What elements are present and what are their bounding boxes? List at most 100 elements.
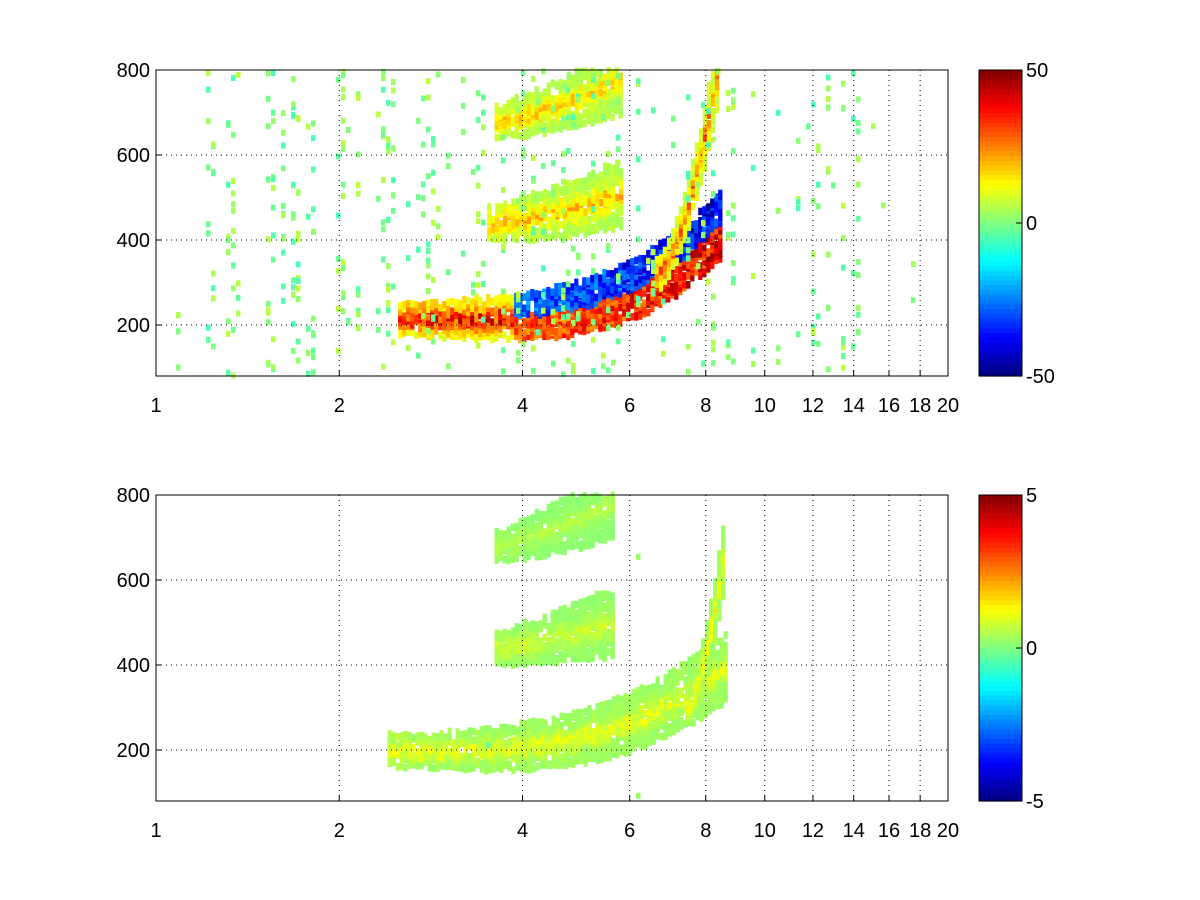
heatmap-cell <box>446 328 451 337</box>
heatmap-cell <box>678 242 684 250</box>
heatmap-cell <box>574 325 579 333</box>
heatmap-cell <box>571 114 576 121</box>
heatmap-cell <box>575 745 580 754</box>
heatmap-cell <box>507 737 512 745</box>
heatmap-cell <box>578 632 583 640</box>
heatmap-cell <box>550 609 555 618</box>
heatmap-cell <box>643 718 648 726</box>
heatmap-cell <box>514 654 519 662</box>
heatmap-cell <box>636 296 641 303</box>
colorbar-step <box>979 294 1022 301</box>
heatmap-cell <box>438 308 443 317</box>
heatmap-cell <box>594 643 599 652</box>
heatmap-cell <box>701 654 706 662</box>
heatmap-cell <box>419 761 424 770</box>
heatmap-cell <box>551 360 556 367</box>
heatmap-cell <box>715 657 720 665</box>
heatmap-cell <box>550 101 555 109</box>
heatmap-cell <box>706 124 712 132</box>
heatmap-cell <box>574 283 579 292</box>
colorbar-step <box>979 194 1022 200</box>
heatmap-cell <box>490 318 495 326</box>
heatmap-cell <box>574 74 579 82</box>
colorbar-step <box>979 352 1022 358</box>
heatmap-cell <box>526 310 531 318</box>
heatmap-cell <box>558 623 563 631</box>
heatmap-cell <box>639 731 644 739</box>
heatmap-cell <box>271 232 276 239</box>
heatmap-cell <box>522 540 527 548</box>
colorbar-step <box>979 734 1022 740</box>
heatmap-cell <box>376 326 381 333</box>
heatmap-cell <box>531 217 536 226</box>
heatmap-cell <box>606 519 611 528</box>
heatmap-cell <box>599 749 604 758</box>
colorbar-step <box>979 786 1022 793</box>
heatmap-cell <box>561 151 566 158</box>
heatmap-cell <box>571 226 576 233</box>
heatmap-cell <box>694 250 699 258</box>
heatmap-cell <box>514 327 519 335</box>
heatmap-cell <box>495 755 500 763</box>
heatmap-cell <box>503 723 508 732</box>
heatmap-cell <box>710 125 716 134</box>
heatmap-cell <box>627 715 632 723</box>
heatmap-cell <box>558 521 563 530</box>
heatmap-cell <box>710 251 715 259</box>
heatmap-cell <box>519 719 524 727</box>
heatmap-cell <box>590 295 595 304</box>
heatmap-cell <box>427 764 432 772</box>
heatmap-cell <box>851 270 856 277</box>
heatmap-cell <box>659 688 664 697</box>
heatmap-cell <box>607 167 612 176</box>
heatmap-cell <box>583 208 588 216</box>
heatmap-cell <box>574 295 579 303</box>
heatmap-cell <box>543 742 548 750</box>
heatmap-cell <box>539 718 544 726</box>
heatmap-cell <box>610 648 615 656</box>
heatmap-cell <box>402 322 407 331</box>
heatmap-cell <box>610 592 615 601</box>
heatmap-cell <box>431 741 436 750</box>
heatmap-cell <box>686 202 692 210</box>
heatmap-cell <box>662 271 668 279</box>
heatmap-cell <box>531 757 536 765</box>
heatmap-cell <box>578 285 583 293</box>
heatmap-cell <box>462 295 467 304</box>
heatmap-cell <box>434 315 439 323</box>
heatmap-cell <box>271 364 276 371</box>
heatmap-cell <box>534 299 539 308</box>
heatmap-cell <box>582 324 587 332</box>
colorbar-step <box>979 600 1022 606</box>
heatmap-cell <box>527 731 532 739</box>
heatmap-cell <box>642 306 647 315</box>
heatmap-cell <box>663 732 668 741</box>
heatmap-cell <box>606 648 611 656</box>
heatmap-cell <box>650 303 655 312</box>
heatmap-cell <box>678 225 684 234</box>
heatmap-cell <box>381 86 386 93</box>
heatmap-cell <box>416 194 421 201</box>
heatmap-cell <box>689 707 694 715</box>
heatmap-cell <box>721 530 726 539</box>
heatmap-cell <box>454 319 459 327</box>
heatmap-cell <box>606 324 611 331</box>
heatmap-cell <box>699 714 704 723</box>
heatmap-cell <box>447 727 452 736</box>
heatmap-cell <box>619 172 624 180</box>
heatmap-cell <box>498 648 503 656</box>
heatmap-cell <box>521 69 526 76</box>
heatmap-cell <box>694 176 700 185</box>
heatmap-cell <box>499 723 504 732</box>
heatmap-cell <box>671 703 676 711</box>
heatmap-cell <box>826 251 831 258</box>
heatmap-cell <box>811 101 816 108</box>
heatmap-cell <box>494 328 499 336</box>
heatmap-cell <box>575 736 580 744</box>
heatmap-cell <box>510 637 515 646</box>
heatmap-cell <box>631 707 636 716</box>
heatmap-cell <box>494 117 499 125</box>
heatmap-cell <box>586 603 591 611</box>
heatmap-cell <box>526 525 531 534</box>
